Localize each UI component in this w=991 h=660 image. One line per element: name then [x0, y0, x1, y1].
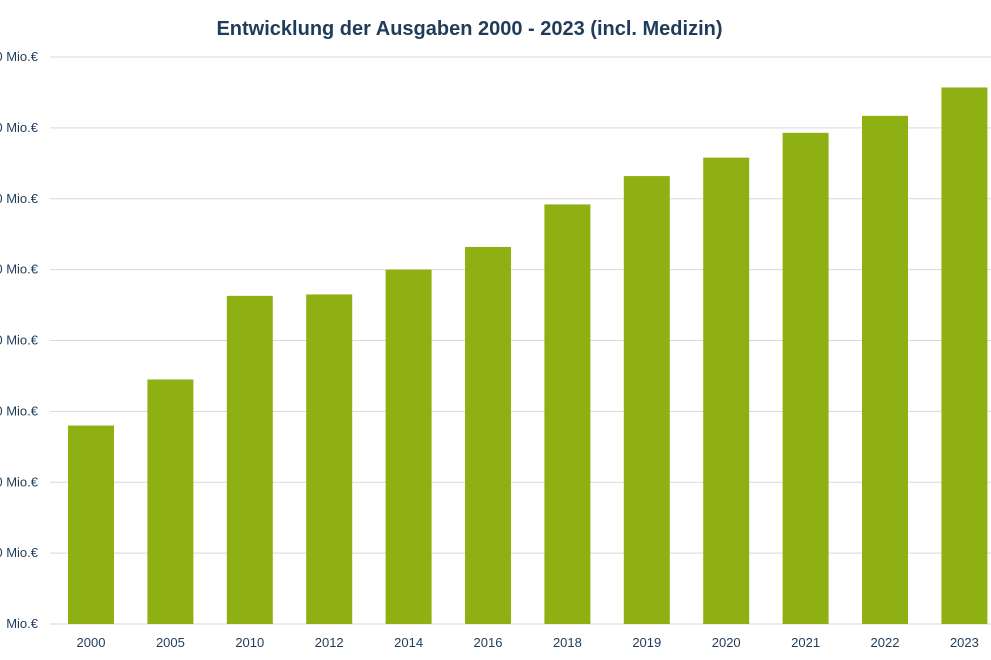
y-tick-label: 0 Mio.€	[0, 403, 39, 418]
x-tick-label: 2021	[791, 635, 820, 650]
bar-2012	[306, 294, 353, 624]
bar-2005	[147, 379, 194, 624]
x-tick-label: 2023	[950, 635, 979, 650]
bar-2014	[385, 269, 432, 624]
y-tick-label: 0 Mio.€	[0, 545, 39, 560]
bar-2020	[703, 157, 750, 624]
y-tick-label: 0 Mio.€	[0, 474, 39, 489]
x-tick-label: 2012	[315, 635, 344, 650]
gridlines	[50, 56, 991, 625]
bar-2021	[782, 132, 829, 624]
x-tick-label: 2005	[156, 635, 185, 650]
y-tick-label: 0 Mio.€	[0, 120, 39, 135]
y-tick-label: 0 Mio.€	[0, 191, 39, 206]
y-tick-label: Mio.€	[6, 616, 39, 631]
x-tick-label: 2018	[553, 635, 582, 650]
x-tick-label: 2019	[632, 635, 661, 650]
bar-2000	[68, 425, 114, 624]
bars	[68, 87, 988, 625]
x-tick-label: 2000	[77, 635, 106, 650]
bar-2022	[862, 115, 908, 625]
x-tick-label: 2022	[871, 635, 900, 650]
x-tick-label: 2010	[235, 635, 264, 650]
y-tick-label: 0 Mio.€	[0, 49, 39, 64]
chart-title: Entwicklung der Ausgaben 2000 - 2023 (in…	[216, 18, 723, 40]
y-tick-label: 0 Mio.€	[0, 262, 39, 277]
x-axis-labels: 2000 2005 2010 2012 2014 2016 2018 2019 2020 2021…	[77, 635, 979, 650]
bar-2019	[623, 176, 670, 624]
bar-2016	[465, 246, 511, 624]
bar-2018	[544, 204, 591, 625]
x-tick-label: 2016	[474, 635, 503, 650]
y-axis-labels: Mio.€ 0 Mio.€ 0 Mio.€ 0 Mio.€ 0 Mio.€ 0 Mio.€…	[0, 49, 39, 631]
bar-2010	[226, 295, 273, 624]
x-tick-label: 2020	[712, 635, 741, 650]
x-tick-label: 2014	[394, 635, 423, 650]
bar-2023	[941, 87, 988, 624]
y-tick-label: 0 Mio.€	[0, 333, 39, 348]
